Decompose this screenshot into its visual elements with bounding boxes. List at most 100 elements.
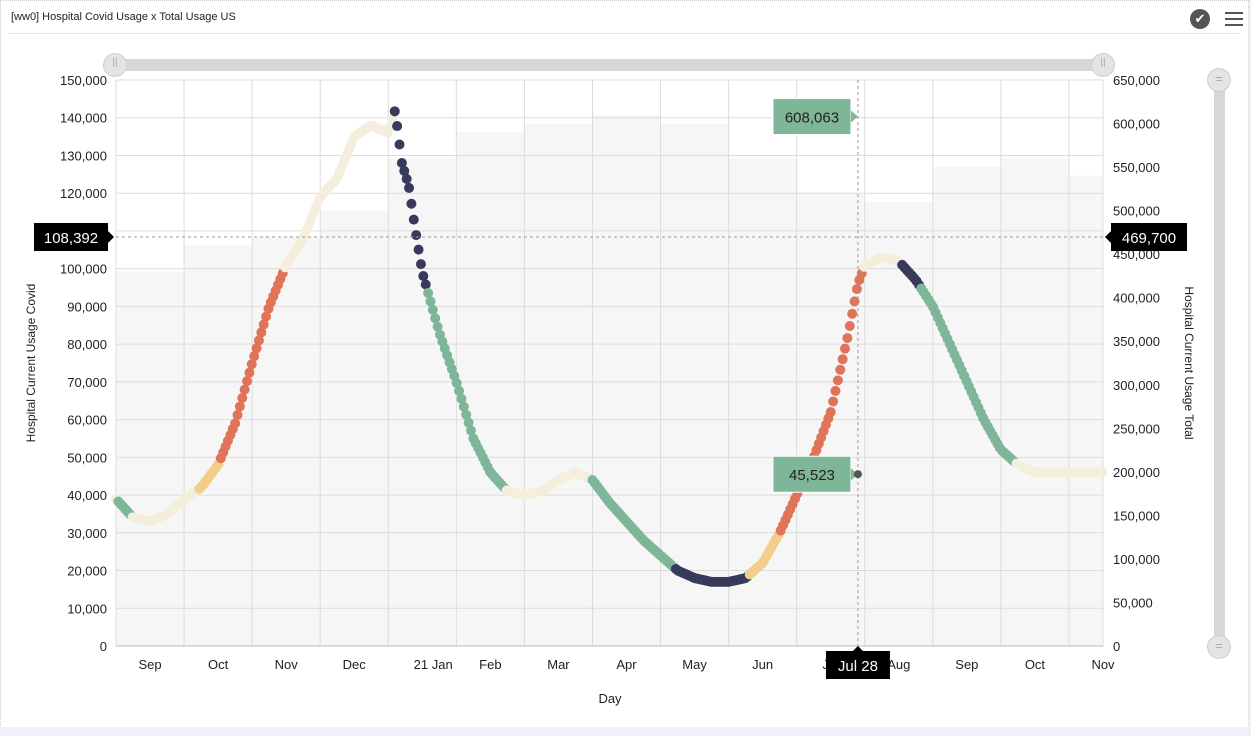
hover-point bbox=[853, 470, 862, 479]
covid-usage-point bbox=[415, 259, 426, 270]
crosshair-x-label: Jul 28 bbox=[838, 658, 878, 675]
x-tick-label: Apr bbox=[616, 657, 637, 672]
check-icon[interactable]: ✔ bbox=[1190, 9, 1210, 29]
y-left-tick-label: 60,000 bbox=[67, 413, 107, 428]
total-usage-bar bbox=[1068, 175, 1103, 647]
y-range-slider-top-handle[interactable] bbox=[1207, 68, 1231, 92]
y-right-tick-label: 500,000 bbox=[1113, 204, 1160, 219]
x-tick-label: Sep bbox=[955, 657, 978, 672]
x-tick-label: Jun bbox=[752, 657, 773, 672]
covid-usage-point bbox=[232, 409, 243, 420]
covid-usage-point bbox=[849, 296, 860, 307]
x-tick-label: Oct bbox=[208, 657, 229, 672]
y-right-tick-label: 150,000 bbox=[1113, 508, 1160, 523]
covid-usage-point bbox=[851, 284, 862, 295]
covid-usage-point bbox=[258, 319, 269, 330]
x-tick-label: 21 Jan bbox=[414, 657, 453, 672]
y-right-tick-label: 550,000 bbox=[1113, 160, 1160, 175]
y-left-tick-label: 80,000 bbox=[67, 337, 107, 352]
covid-usage-point bbox=[418, 271, 429, 282]
covid-usage-point bbox=[432, 321, 443, 332]
y-left-axis-title: Hospital Current Usage Covid bbox=[24, 284, 38, 443]
x-tick-label: Oct bbox=[1025, 657, 1046, 672]
covid-usage-point bbox=[458, 401, 469, 412]
covid-usage-point bbox=[242, 376, 253, 387]
total-usage-bar bbox=[524, 123, 593, 647]
y-right-tick-label: 50,000 bbox=[1113, 595, 1153, 610]
covid-usage-point bbox=[451, 377, 462, 388]
covid-usage-point bbox=[463, 417, 474, 428]
tooltip-covid-usage-box bbox=[772, 455, 852, 493]
covid-usage-point bbox=[246, 359, 257, 370]
crosshair-left-value: 108,392 bbox=[44, 230, 98, 247]
x-range-slider-track[interactable] bbox=[109, 59, 1109, 71]
x-range-slider-left-handle[interactable] bbox=[103, 53, 127, 77]
covid-usage-point bbox=[399, 165, 410, 176]
crosshair-right-value-pointer bbox=[1105, 231, 1111, 244]
y-range-slider-bottom-handle[interactable] bbox=[1207, 635, 1231, 659]
y-left-tick-label: 10,000 bbox=[67, 601, 107, 616]
covid-usage-point bbox=[847, 308, 858, 319]
covid-usage-point bbox=[253, 335, 264, 346]
y-right-tick-label: 650,000 bbox=[1113, 73, 1160, 88]
y-left-tick-label: 50,000 bbox=[67, 450, 107, 465]
covid-usage-point bbox=[404, 182, 415, 193]
covid-usage-point bbox=[825, 407, 836, 418]
covid-usage-point bbox=[239, 384, 250, 395]
x-tick-label: Mar bbox=[547, 657, 570, 672]
total-usage-bar bbox=[184, 245, 253, 646]
crosshair-right-value: 469,700 bbox=[1122, 230, 1176, 247]
y-left-tick-label: 150,000 bbox=[60, 73, 107, 88]
x-tick-label: Nov bbox=[1091, 657, 1115, 672]
covid-usage-point bbox=[420, 279, 431, 290]
covid-usage-point bbox=[828, 396, 839, 407]
y-range-slider-track[interactable] bbox=[1214, 71, 1225, 643]
total-usage-bar bbox=[864, 201, 933, 646]
covid-usage-point bbox=[423, 287, 434, 298]
crosshair-left-value-box bbox=[34, 223, 108, 252]
covid-usage-point bbox=[249, 351, 260, 362]
covid-usage-point bbox=[408, 214, 419, 225]
total-usage-bar bbox=[252, 236, 321, 646]
y-left-tick-label: 100,000 bbox=[60, 262, 107, 277]
covid-usage-point bbox=[406, 198, 417, 209]
covid-usage-point bbox=[840, 343, 851, 354]
hamburger-menu-icon[interactable] bbox=[1225, 12, 1243, 26]
y-right-tick-label: 100,000 bbox=[1113, 552, 1160, 567]
tooltip-total-usage-box bbox=[772, 98, 852, 136]
total-usage-bar bbox=[116, 271, 185, 646]
covid-usage-point bbox=[430, 313, 441, 324]
covid-usage-point bbox=[244, 367, 255, 378]
covid-usage-point bbox=[844, 321, 855, 332]
title-divider bbox=[9, 33, 1240, 34]
covid-usage-point bbox=[261, 311, 272, 322]
covid-usage-point bbox=[256, 327, 267, 338]
covid-usage-point bbox=[454, 385, 465, 396]
y-left-tick-label: 90,000 bbox=[67, 299, 107, 314]
total-usage-bar bbox=[388, 158, 457, 646]
covid-usage-point bbox=[465, 425, 476, 436]
y-right-tick-label: 0 bbox=[1113, 639, 1120, 654]
crosshair-x-label-box bbox=[825, 651, 890, 679]
covid-usage-point bbox=[413, 244, 424, 255]
tooltip-total-usage: 608,063 bbox=[785, 110, 839, 127]
covid-usage-point bbox=[230, 418, 241, 429]
x-range-slider-right-handle[interactable] bbox=[1091, 53, 1115, 77]
x-tick-label: May bbox=[682, 657, 707, 672]
y-right-tick-label: 350,000 bbox=[1113, 334, 1160, 349]
covid-usage-point bbox=[830, 385, 841, 396]
covid-usage-point bbox=[389, 106, 400, 117]
y-right-axis-title: Hospital Current Usage Total bbox=[1182, 286, 1196, 439]
y-left-tick-label: 20,000 bbox=[67, 564, 107, 579]
total-usage-bar bbox=[456, 132, 525, 646]
y-right-tick-label: 200,000 bbox=[1113, 465, 1160, 480]
tooltip-covid-usage: 45,523 bbox=[789, 467, 835, 484]
x-tick-label: Dec bbox=[343, 657, 367, 672]
y-left-tick-label: 120,000 bbox=[60, 186, 107, 201]
covid-usage-point bbox=[401, 173, 412, 184]
crosshair-left-value-pointer bbox=[108, 231, 114, 244]
covid-usage-point bbox=[396, 158, 407, 169]
crosshair-x-pointer bbox=[852, 646, 863, 651]
